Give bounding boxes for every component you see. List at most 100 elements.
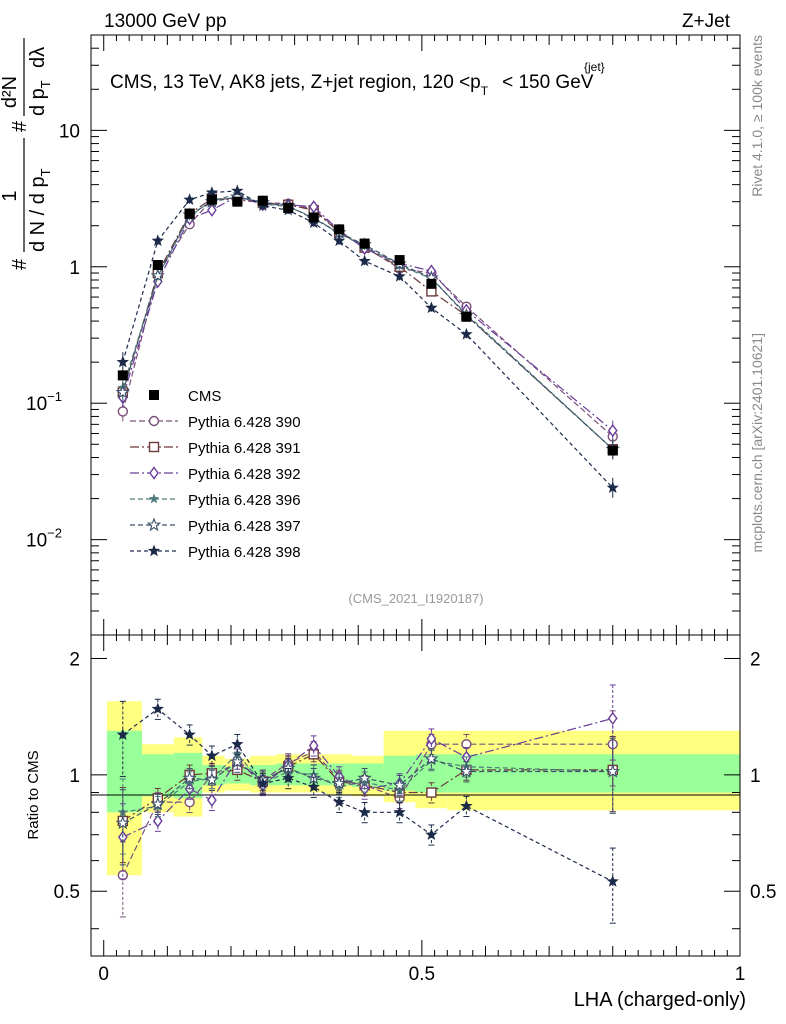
data-point-p398 <box>183 193 196 205</box>
data-point-data <box>152 260 163 271</box>
ratio-point-p398 <box>606 875 619 887</box>
ratio-point-p398 <box>460 799 473 812</box>
legend: CMS Pythia 6.428 390 Pythia 6.428 391 Pythi… <box>130 388 301 561</box>
ratio-point-p398 <box>282 771 295 784</box>
ylabel-dlambda: dλ <box>27 47 49 68</box>
data-point-data <box>334 224 345 235</box>
ratio-line-p392 <box>122 717 613 838</box>
ylabel-one: 1 <box>0 190 21 201</box>
legend-marker-p396 <box>148 493 160 504</box>
data-point-p397 <box>150 268 165 282</box>
ratio-point-p398 <box>393 805 406 818</box>
ratio-line-p396 <box>122 753 613 813</box>
legend-entry-p396: Pythia 6.428 396 <box>130 492 301 509</box>
ratio-point-p398 <box>425 828 438 840</box>
ratio-point-p392 <box>308 738 319 753</box>
x-tick-label: 0.5 <box>409 964 435 985</box>
legend-marker-p398 <box>147 544 161 557</box>
data-point-data <box>359 238 370 249</box>
ratio-series <box>115 684 621 924</box>
x-tick-label: 1 <box>735 964 746 985</box>
ratio-point-p391 <box>426 787 437 798</box>
ratio-point-p398 <box>231 737 244 750</box>
series-p390 <box>117 192 618 447</box>
data-point-p398 <box>425 301 438 314</box>
legend-label: Pythia 6.428 397 <box>188 518 301 535</box>
data-point-p398 <box>358 254 371 267</box>
ratio-point-p398 <box>358 805 371 818</box>
ylabel-dN: d N / d pT <box>27 168 53 252</box>
ratio-point-p390 <box>184 796 195 808</box>
ratio-ticks <box>91 635 741 956</box>
title-sub: T <box>481 84 489 98</box>
ratio-line-p391 <box>122 753 613 822</box>
legend-marker-data <box>149 390 159 400</box>
data-point-p398 <box>333 234 346 247</box>
ratio-point-p398 <box>116 728 129 740</box>
ratio-tick-labels: 0.5 0.5 1 1 2 2 0 0.5 1 <box>54 649 777 985</box>
data-point-p392 <box>207 203 217 217</box>
ratio-point-p397 <box>115 815 130 830</box>
x-axis-label: LHA (charged-only) <box>574 989 746 1011</box>
ratio-point-p398 <box>307 780 320 793</box>
data-point-p397 <box>115 384 130 399</box>
ratio-y-tick-label: 0.5 <box>54 882 80 903</box>
data-point-p398 <box>393 269 406 282</box>
data-point-data <box>117 370 128 381</box>
legend-label: Pythia 6.428 398 <box>188 544 301 561</box>
legend-marker-p390 <box>148 415 160 427</box>
data-point-p398 <box>151 234 164 247</box>
y-tick-label: 10−2 <box>26 526 62 552</box>
ratio-point-p398 <box>333 795 346 808</box>
ratio-y-tick-label-right: 2 <box>750 649 761 670</box>
ratio-point-p398 <box>151 702 164 715</box>
legend-label: CMS <box>188 388 221 405</box>
ratio-point-p397 <box>357 770 372 785</box>
ylabel-dpt: d pT <box>27 80 53 116</box>
ratio-y-tick-label: 2 <box>69 649 80 670</box>
legend-entry-p398: Pythia 6.428 398 <box>130 544 301 561</box>
legend-entry-data: CMS <box>149 388 221 405</box>
ratio-point-p397 <box>150 796 165 811</box>
ylabel-d2N: d²N <box>0 76 21 108</box>
ratio-point-p392 <box>426 732 437 746</box>
data-point-p398 <box>205 186 219 198</box>
ratio-point-p392 <box>152 814 163 828</box>
y-tick-label: 10 <box>59 121 80 142</box>
main-series <box>115 184 621 498</box>
data-point-data <box>257 195 268 206</box>
ratio-y-tick-label: 1 <box>69 766 80 787</box>
mcplots-label: mcplots.cern.ch [arXiv:2401.10621] <box>749 333 765 552</box>
main-ticks <box>91 34 741 636</box>
ratio-line-p398 <box>122 708 613 883</box>
legend-label: Pythia 6.428 390 <box>188 414 301 431</box>
y-tick-label: 10−1 <box>26 389 62 415</box>
legend-marker-p397 <box>146 517 162 532</box>
ratio-point-p392 <box>607 711 618 726</box>
ratio-point-p397 <box>424 751 439 765</box>
ratio-y-tick-label-right: 0.5 <box>750 882 776 903</box>
title-end: < 150 GeV <box>502 72 594 93</box>
series-line-p397 <box>122 196 614 450</box>
data-point-p398 <box>606 481 619 493</box>
ratio-y-tick-label-right: 1 <box>750 766 761 787</box>
ratio-point-p397 <box>605 763 621 778</box>
ratio-point-p397 <box>230 754 245 769</box>
ratio-point-p397 <box>204 772 220 787</box>
y-tick-label: 1 <box>69 258 80 279</box>
data-point-data <box>461 311 472 322</box>
ratio-point-p397 <box>182 770 197 785</box>
data-point-p398 <box>116 355 129 368</box>
ylabel-hash: # <box>9 258 31 270</box>
legend-entry-p391: Pythia 6.428 391 <box>130 440 301 457</box>
data-point-data <box>283 202 294 213</box>
collision-label: 13000 GeV pp <box>104 11 227 32</box>
main-y-tick-labels: 10 1 10−1 10−2 <box>26 121 80 551</box>
data-point-data <box>184 208 195 219</box>
ratio-point-p397 <box>331 775 347 790</box>
rivet-label: Rivet 4.1.0, ≥ 100k events <box>749 35 765 197</box>
series-line-p391 <box>122 198 614 450</box>
main-panel: 10 1 10−1 10−2 CMS, 13 TeV, AK8 jets, Z+jet… <box>0 34 741 636</box>
ratio-bands <box>106 701 740 876</box>
